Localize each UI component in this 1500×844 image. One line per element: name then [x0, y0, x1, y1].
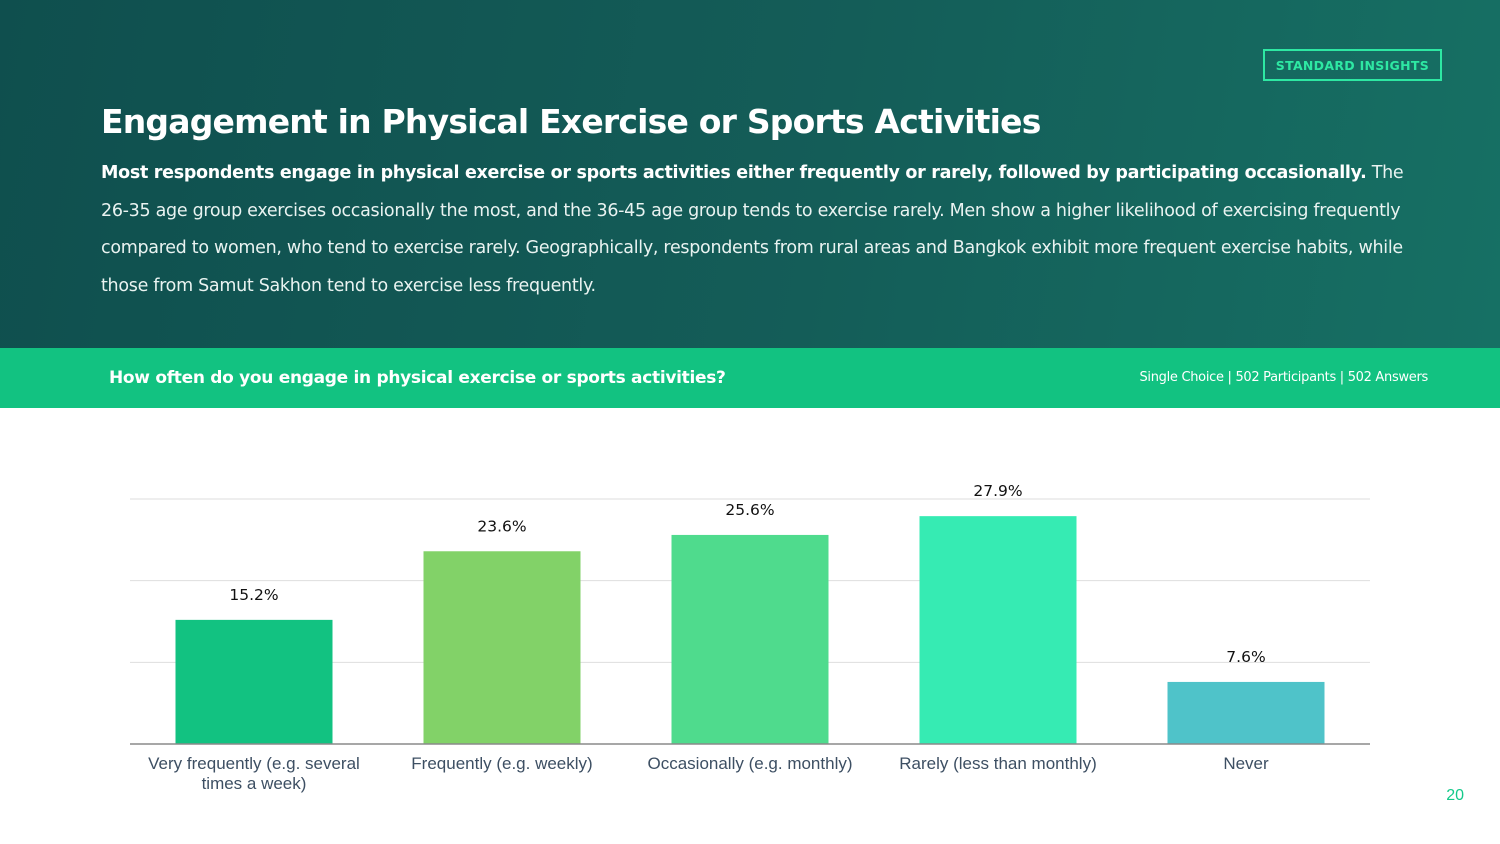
bar: [1167, 681, 1325, 744]
category-label: Very frequently (e.g. several: [148, 754, 360, 773]
category-label: Occasionally (e.g. monthly): [647, 754, 852, 773]
bar-chart: 15.2% Very frequently (e.g. several times …: [0, 408, 1500, 844]
bar: [423, 551, 581, 744]
brand-badge: STANDARD INSIGHTS: [1262, 49, 1442, 81]
category-label: Frequently (e.g. weekly): [411, 754, 592, 773]
summary-text: Most respondents engage in physical exer…: [101, 155, 1411, 305]
bar: [919, 516, 1077, 744]
category-label: times a week): [202, 774, 307, 793]
summary-body: The 26-35 age group exercises occasional…: [101, 163, 1404, 296]
question-meta: Single Choice | 502 Participants | 502 A…: [1139, 370, 1428, 385]
summary-lead: Most respondents engage in physical exer…: [101, 163, 1367, 183]
bar: [671, 534, 829, 744]
question-bar: How often do you engage in physical exer…: [0, 348, 1500, 408]
bar: [175, 619, 333, 744]
data-label: 23.6%: [477, 517, 526, 535]
page-title: Engagement in Physical Exercise or Sport…: [101, 102, 1041, 141]
bar-chart-svg: 15.2% Very frequently (e.g. severaltimes …: [130, 482, 1370, 793]
header-panel: STANDARD INSIGHTS Engagement in Physical…: [0, 0, 1500, 348]
data-label: 27.9%: [973, 482, 1022, 500]
category-label: Never: [1223, 754, 1269, 773]
category-label: Rarely (less than monthly): [899, 754, 1096, 773]
data-label: 25.6%: [725, 501, 774, 519]
page-number: 20: [1446, 787, 1464, 804]
data-label: 7.6%: [1226, 648, 1265, 666]
question-text: How often do you engage in physical exer…: [109, 368, 726, 388]
data-label: 15.2%: [229, 586, 278, 604]
